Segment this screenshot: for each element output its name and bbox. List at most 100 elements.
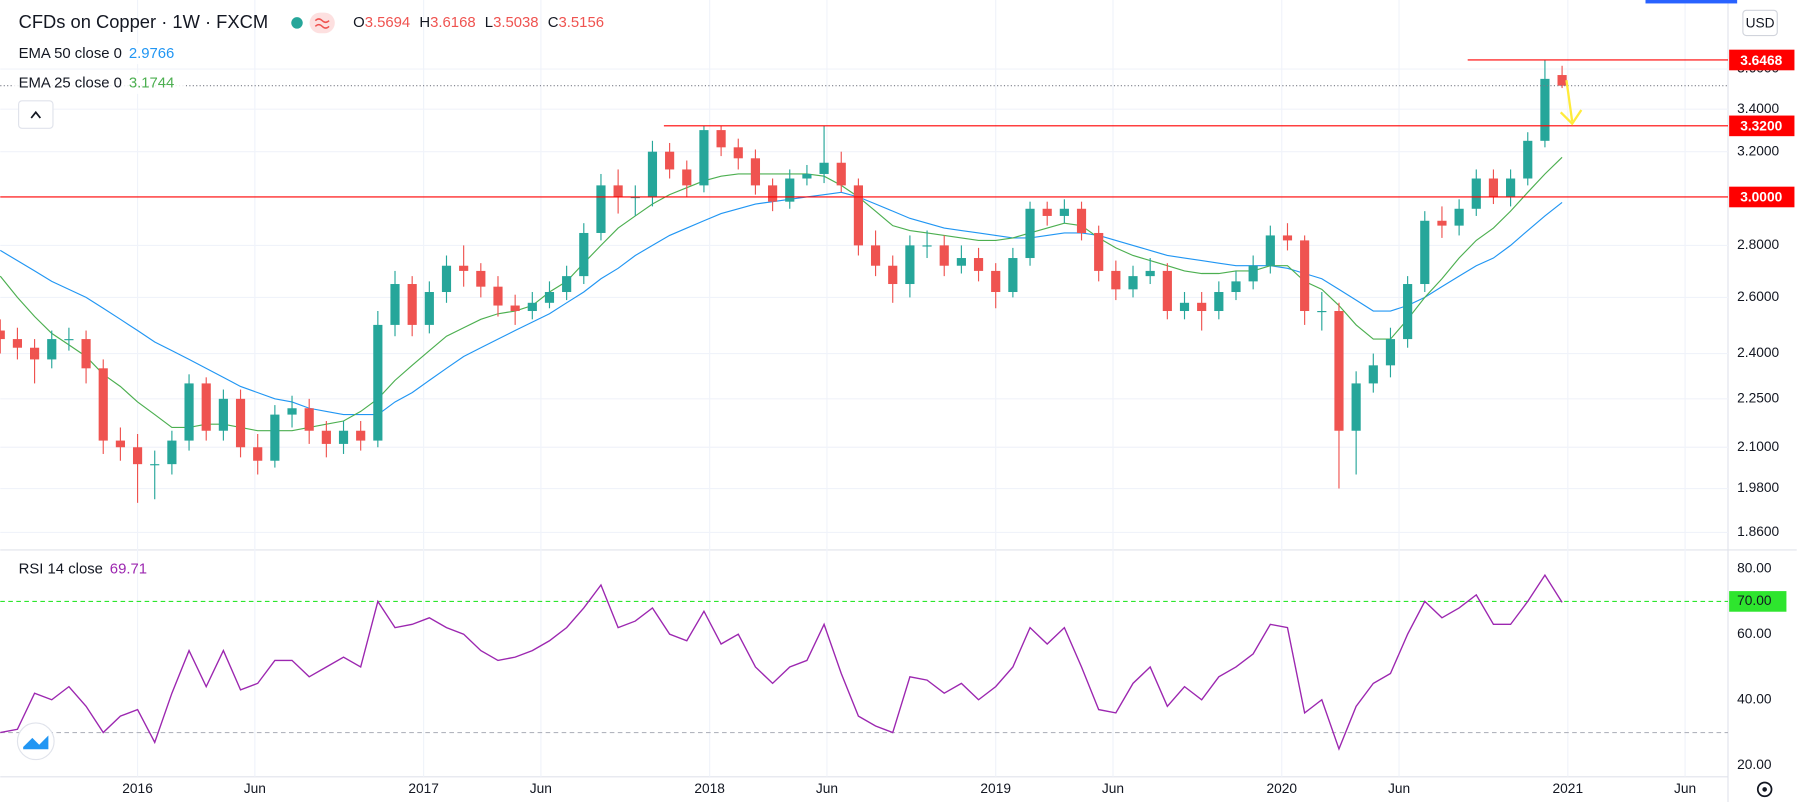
currency-box xyxy=(1742,9,1778,37)
y-tick-label: 3.2000 xyxy=(1737,143,1779,158)
legend-value: 3.1744 xyxy=(129,76,175,92)
candle-body xyxy=(922,245,932,247)
x-tick-label: 2016 xyxy=(122,781,153,796)
ohlc-value: 3.6168 xyxy=(430,15,476,31)
candle-body xyxy=(596,185,606,233)
candle-body xyxy=(1094,232,1104,271)
ohlc-key: O xyxy=(353,15,365,31)
candle-body xyxy=(544,292,555,303)
candle-body xyxy=(476,270,486,287)
candle-body xyxy=(1111,270,1121,290)
x-tick-label: Jun xyxy=(1102,781,1124,796)
candle-body xyxy=(1506,178,1516,197)
candle-body xyxy=(201,383,211,431)
status-dot xyxy=(291,17,303,29)
ohlc-key: L xyxy=(485,15,493,31)
candle-body xyxy=(441,265,452,293)
y-tick-label: 60.00 xyxy=(1737,626,1772,641)
level-label-box xyxy=(1729,49,1795,71)
candle-body xyxy=(1471,178,1481,209)
ohlc-value: 3.5156 xyxy=(558,15,604,31)
settings-icon[interactable] xyxy=(1756,781,1773,798)
candle-body xyxy=(1488,178,1499,197)
ohlc-value: 3.5038 xyxy=(493,15,539,31)
legend-value: 2.9766 xyxy=(129,46,175,62)
candle-body xyxy=(1179,302,1190,312)
level-label-box xyxy=(1729,186,1795,208)
candle-body xyxy=(699,130,709,186)
level-label: 3.6468 xyxy=(1740,53,1782,68)
candle-body xyxy=(235,398,246,448)
candle-body xyxy=(64,339,74,341)
settings-icon-hub xyxy=(1762,787,1767,792)
legend-name: EMA 50 close 0 xyxy=(19,46,122,62)
candle-body xyxy=(47,339,57,360)
logo-mark xyxy=(23,735,49,750)
candle-body xyxy=(1265,235,1275,266)
candle-body xyxy=(1231,281,1241,293)
candle-body xyxy=(1282,235,1293,241)
candle-body xyxy=(338,430,349,444)
x-tick-label: 2021 xyxy=(1553,781,1584,796)
legend-entry: RSI 14 close 69.71 xyxy=(19,561,147,577)
x-tick-label: 2020 xyxy=(1266,781,1297,796)
collapse-icon xyxy=(30,110,42,119)
status-icon xyxy=(314,18,330,29)
candle-body xyxy=(853,185,863,246)
x-tick-label: 2017 xyxy=(408,781,439,796)
level-label: 3.0000 xyxy=(1740,190,1782,205)
candle-body xyxy=(836,162,846,186)
candle-body xyxy=(12,339,23,348)
x-tick-label: 2018 xyxy=(694,781,725,796)
y-tick-label: 2.8000 xyxy=(1737,237,1779,252)
candle-body xyxy=(888,265,898,285)
candle-body xyxy=(1128,276,1138,290)
logo[interactable] xyxy=(16,722,55,761)
candle-body xyxy=(1368,365,1378,384)
candle-body xyxy=(579,232,589,277)
candle-body xyxy=(184,383,194,441)
candle-body xyxy=(1197,302,1207,312)
candle-body xyxy=(1008,258,1018,293)
candle-body xyxy=(150,464,160,466)
x-tick-label: 2019 xyxy=(980,781,1011,796)
candle-body xyxy=(870,245,881,266)
candle-body xyxy=(647,151,658,197)
legend-entry: EMA 50 close 0 2.9766 xyxy=(19,46,175,62)
candle-body xyxy=(1437,220,1447,226)
legend-bg xyxy=(14,73,186,94)
candle-body xyxy=(1403,284,1413,340)
level-label: 3.3200 xyxy=(1740,119,1782,134)
candle-body xyxy=(819,162,829,174)
candle-body xyxy=(527,302,537,312)
candle-body xyxy=(1145,270,1155,277)
candle-body xyxy=(1042,208,1052,216)
candle-body xyxy=(510,305,520,312)
candle-body xyxy=(1025,208,1035,259)
collapse-button[interactable] xyxy=(18,100,54,129)
x-tick-label: Jun xyxy=(530,781,552,796)
y-tick-label: 1.9800 xyxy=(1737,480,1779,495)
y-tick-label: 40.00 xyxy=(1737,691,1772,706)
chart-title: CFDs on Copper · 1W · FXCM xyxy=(19,11,269,32)
x-tick-label: Jun xyxy=(1388,781,1410,796)
y-tick-label: 80.00 xyxy=(1737,560,1772,575)
top-accent xyxy=(1645,0,1738,4)
candle-body xyxy=(956,258,966,266)
candle-body xyxy=(373,324,383,441)
x-tick-label: Jun xyxy=(244,781,266,796)
candle-body xyxy=(218,398,228,431)
candle-body xyxy=(1334,311,1344,431)
ohlc-key: H xyxy=(419,15,430,31)
candle-body xyxy=(750,158,761,186)
candle-body xyxy=(356,430,366,441)
legend-value: 69.71 xyxy=(110,561,147,577)
candle-body xyxy=(132,447,143,465)
y-tick-label: 2.1000 xyxy=(1737,439,1779,454)
arrow-head xyxy=(1559,109,1583,126)
legend-bg xyxy=(14,43,186,65)
y-tick-label: 2.6000 xyxy=(1737,289,1779,304)
candle-body xyxy=(407,284,417,325)
candle-body xyxy=(1454,208,1464,226)
